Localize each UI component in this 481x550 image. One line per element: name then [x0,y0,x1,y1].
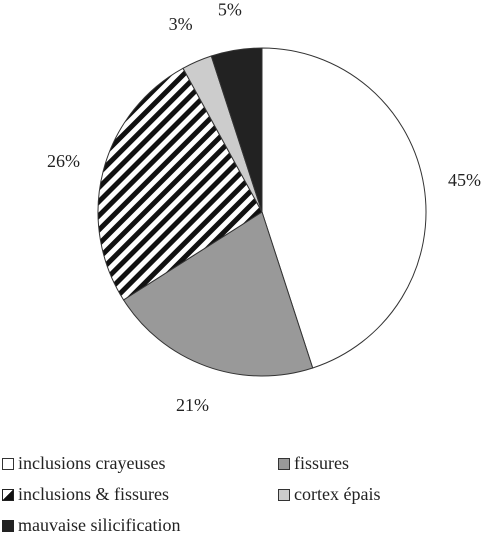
pie-value-label-3: 3% [169,14,193,34]
legend-label: mauvaise silicification [18,515,181,535]
pie-slice-2 [97,67,263,301]
legend-item-inclusions-fissures: inclusions & fissures [2,484,169,505]
legend-swatch-light-grey [278,488,290,501]
pie-chart: 45% 21% 26% 3% 5% [47,0,481,415]
legend-swatch-black [2,519,14,532]
legend-item-fissures: fissures [278,453,349,474]
legend-label: cortex épais [294,484,381,504]
pie-slice-1 [122,211,314,377]
pie-value-label-4: 5% [218,0,242,20]
legend-swatch-white [2,457,14,470]
legend-swatch-striped [2,488,14,501]
pie-value-label-1: 21% [176,395,209,415]
legend-label: inclusions crayeuses [18,453,166,473]
pie-value-label-2: 26% [47,151,80,171]
pie-value-labels: 45% 21% 26% 3% 5% [47,0,481,415]
pie-slice-4 [210,47,263,213]
legend-label: inclusions & fissures [18,484,169,504]
pie-slices [97,47,427,377]
legend: inclusions crayeuses fissures inclusions… [0,453,481,550]
legend-item-mauvaise-silicification: mauvaise silicification [2,515,180,536]
legend-swatch-grey [278,457,290,470]
legend-item-inclusions-crayeuses: inclusions crayeuses [2,453,165,474]
pie-slice-0 [261,47,427,369]
legend-item-cortex-epais: cortex épais [278,484,380,505]
legend-label: fissures [294,453,349,473]
pie-value-label-0: 45% [448,170,481,190]
